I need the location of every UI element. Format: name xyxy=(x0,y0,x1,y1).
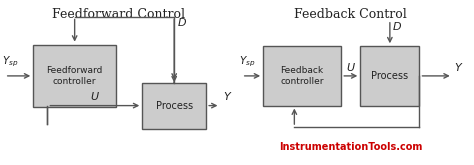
Text: InstrumentationTools.com: InstrumentationTools.com xyxy=(279,142,422,152)
Text: Process: Process xyxy=(371,71,409,81)
Text: $U$: $U$ xyxy=(346,61,356,73)
Text: $Y$: $Y$ xyxy=(454,61,464,73)
FancyBboxPatch shape xyxy=(142,82,206,129)
FancyBboxPatch shape xyxy=(33,45,116,107)
Text: $Y_{sp}$: $Y_{sp}$ xyxy=(239,55,256,69)
Text: $U$: $U$ xyxy=(90,90,100,102)
Text: $Y_{sp}$: $Y_{sp}$ xyxy=(2,55,19,69)
Text: Feedback Control: Feedback Control xyxy=(294,8,407,21)
FancyBboxPatch shape xyxy=(360,46,419,106)
Text: Process: Process xyxy=(155,101,193,111)
Text: $D$: $D$ xyxy=(392,20,402,32)
Text: $D$: $D$ xyxy=(176,16,187,29)
FancyBboxPatch shape xyxy=(263,46,341,106)
Text: $Y$: $Y$ xyxy=(223,90,232,102)
Text: Feedforward
controller: Feedforward controller xyxy=(46,66,103,86)
Text: Feedforward Control: Feedforward Control xyxy=(52,8,185,21)
Text: Feedback
controller: Feedback controller xyxy=(281,66,324,86)
